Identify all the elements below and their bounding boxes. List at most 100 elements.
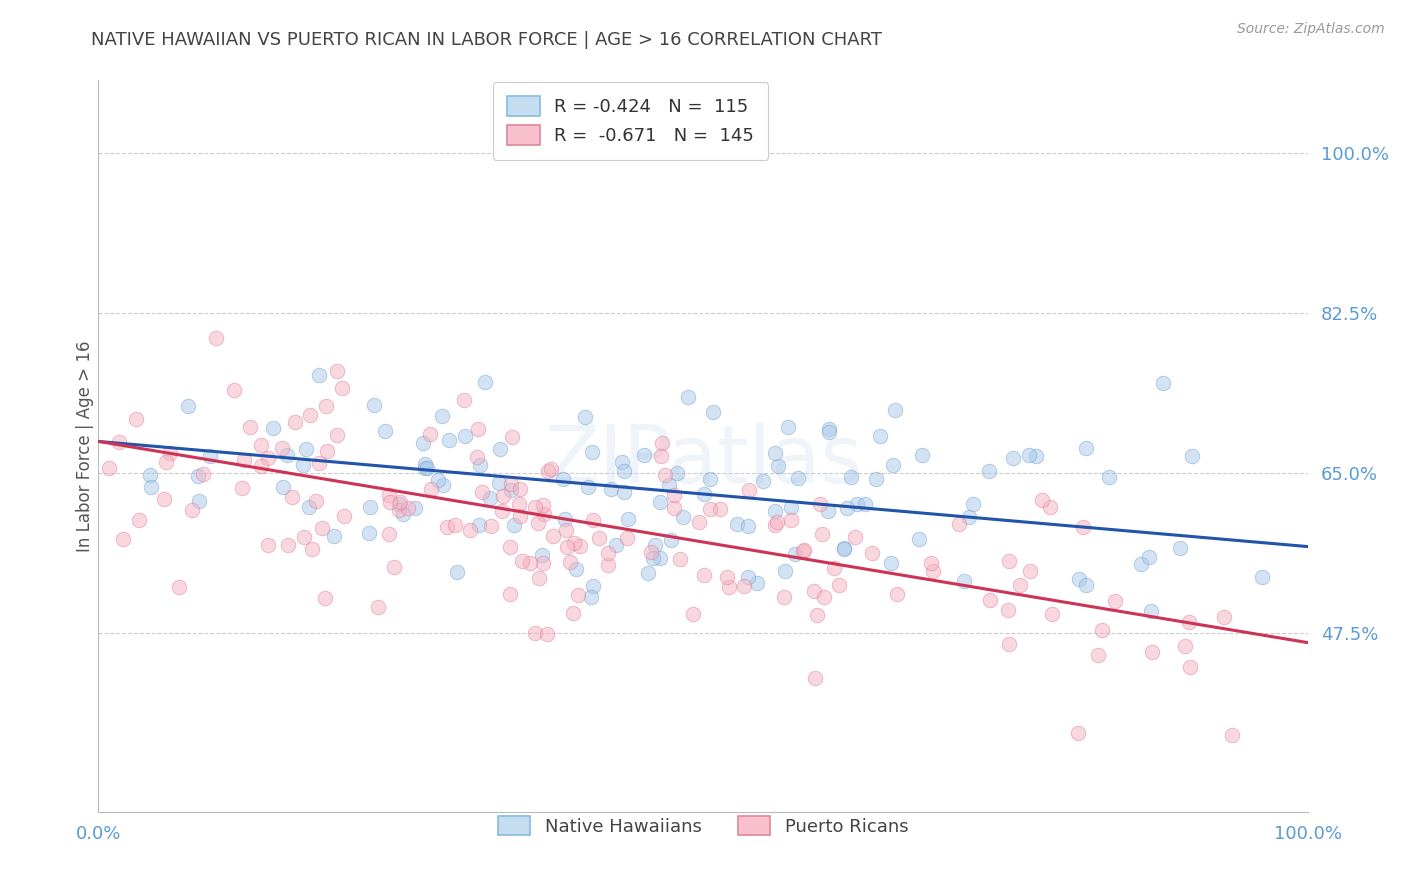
Point: [389, 495, 412, 509]
Point: [1220, 728, 1243, 742]
Y-axis label: In Labor Force | Age > 16: In Labor Force | Age > 16: [76, 340, 94, 552]
Point: [716, 570, 738, 584]
Point: [613, 485, 636, 500]
Point: [765, 515, 787, 529]
Point: [501, 430, 523, 444]
Point: [998, 554, 1021, 568]
Point: [776, 419, 799, 434]
Point: [292, 458, 315, 472]
Point: [808, 497, 831, 511]
Point: [444, 518, 467, 533]
Point: [977, 464, 1000, 478]
Point: [869, 429, 891, 443]
Point: [98, 460, 121, 475]
Point: [737, 569, 759, 583]
Point: [499, 476, 522, 491]
Point: [1152, 376, 1174, 391]
Point: [811, 526, 834, 541]
Point: [499, 483, 522, 498]
Point: [382, 560, 405, 574]
Point: [374, 424, 396, 438]
Point: [378, 495, 401, 509]
Point: [835, 501, 858, 516]
Point: [322, 529, 344, 543]
Point: [793, 543, 815, 558]
Point: [315, 443, 337, 458]
Point: [262, 421, 284, 435]
Point: [419, 427, 441, 442]
Point: [579, 590, 602, 604]
Point: [281, 491, 304, 505]
Point: [658, 478, 681, 492]
Point: [479, 519, 502, 533]
Point: [979, 593, 1001, 607]
Point: [1087, 648, 1109, 663]
Point: [430, 409, 453, 424]
Point: [404, 500, 426, 515]
Point: [763, 504, 786, 518]
Point: [1019, 564, 1042, 578]
Point: [388, 503, 411, 517]
Point: [599, 482, 621, 496]
Point: [633, 448, 655, 462]
Point: [1066, 726, 1088, 740]
Point: [239, 420, 262, 434]
Point: [128, 513, 150, 527]
Point: [813, 591, 835, 605]
Point: [330, 381, 353, 395]
Point: [308, 368, 330, 382]
Point: [650, 551, 672, 566]
Point: [488, 476, 510, 491]
Point: [231, 481, 253, 495]
Point: [412, 436, 434, 450]
Point: [845, 497, 868, 511]
Point: [139, 467, 162, 482]
Point: [125, 411, 148, 425]
Point: [363, 398, 385, 412]
Point: [224, 383, 246, 397]
Point: [998, 637, 1021, 651]
Point: [920, 556, 942, 570]
Point: [308, 456, 330, 470]
Point: [1168, 541, 1191, 555]
Point: [817, 504, 839, 518]
Point: [582, 579, 605, 593]
Point: [725, 517, 748, 532]
Point: [1074, 441, 1097, 455]
Point: [378, 488, 401, 502]
Point: [1025, 449, 1047, 463]
Point: [1250, 570, 1272, 584]
Point: [314, 591, 336, 605]
Point: [413, 457, 436, 471]
Point: [468, 518, 491, 533]
Point: [853, 497, 876, 511]
Point: [139, 480, 162, 494]
Point: [669, 552, 692, 566]
Point: [783, 547, 806, 561]
Point: [1178, 615, 1201, 629]
Point: [468, 458, 491, 472]
Point: [562, 606, 585, 620]
Point: [773, 564, 796, 578]
Point: [962, 497, 984, 511]
Point: [454, 429, 477, 443]
Point: [1104, 594, 1126, 608]
Point: [311, 521, 333, 535]
Point: [177, 399, 200, 413]
Point: [509, 508, 531, 523]
Point: [256, 451, 278, 466]
Point: [492, 489, 515, 503]
Point: [1008, 578, 1031, 592]
Point: [276, 449, 298, 463]
Point: [1069, 572, 1091, 586]
Point: [637, 566, 659, 580]
Point: [295, 442, 318, 456]
Point: [1174, 639, 1197, 653]
Point: [880, 556, 903, 570]
Point: [359, 500, 381, 515]
Point: [616, 532, 638, 546]
Point: [957, 509, 980, 524]
Point: [326, 428, 349, 442]
Point: [471, 484, 494, 499]
Point: [437, 434, 460, 448]
